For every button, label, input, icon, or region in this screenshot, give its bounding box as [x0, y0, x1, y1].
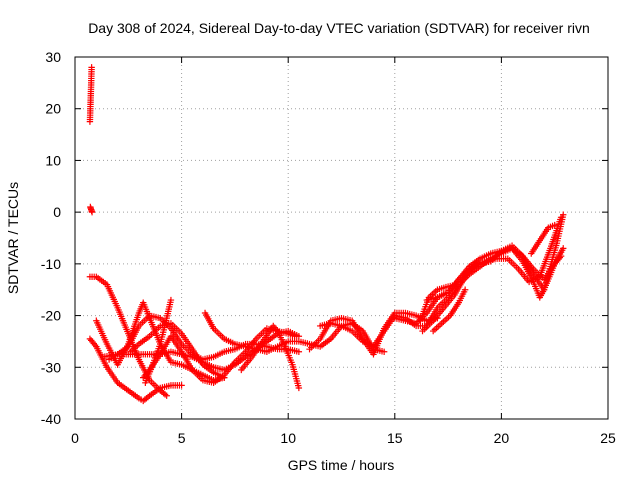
y-tick-label: 30: [45, 49, 61, 65]
data-point: [295, 384, 303, 392]
plot-frame: [74, 56, 609, 420]
data-point: [295, 348, 303, 355]
data-point: [461, 286, 469, 293]
y-tick-label: -20: [41, 308, 61, 324]
y-tick-label: 20: [45, 101, 61, 117]
y-axis-label: SDTVAR / TECUs: [5, 182, 21, 294]
data-point: [88, 208, 96, 216]
data-point: [560, 245, 567, 252]
series-track-b: [87, 203, 96, 216]
data-point: [551, 221, 558, 229]
data-point: [380, 348, 388, 355]
y-tick-label: 10: [45, 152, 61, 168]
series-track-r: [417, 281, 460, 324]
y-tick-label: -40: [41, 411, 61, 427]
data-point: [560, 211, 567, 218]
y-tick-label: -10: [41, 256, 61, 272]
x-tick-label: 10: [280, 430, 296, 446]
x-tick-label: 0: [71, 430, 79, 446]
series-track-l: [238, 322, 303, 392]
data-point: [453, 281, 460, 288]
grid-lines: [75, 57, 608, 419]
series-track-t: [528, 221, 558, 257]
x-axis-label: GPS time / hours: [288, 457, 395, 473]
series-track-a: [86, 64, 95, 125]
chart-title: Day 308 of 2024, Sidereal Day-to-day VTE…: [88, 20, 590, 36]
data-point: [167, 296, 175, 304]
data-points: [86, 64, 567, 405]
series-track-s: [429, 286, 469, 335]
data-point: [163, 392, 170, 399]
series-track-i: [140, 325, 298, 386]
x-tick-label: 15: [387, 430, 403, 446]
series-track-j: [142, 296, 175, 386]
x-tick-label: 20: [494, 430, 510, 446]
x-tick-label: 25: [600, 430, 616, 446]
y-tick-label: -30: [41, 359, 61, 375]
series-track-e: [86, 335, 185, 405]
data-point: [88, 64, 95, 71]
data-point: [178, 382, 185, 389]
x-tick-label: 5: [178, 430, 186, 446]
x-tick-labels: 0 5 10 15 20 25: [71, 430, 616, 446]
y-tick-label: 0: [53, 204, 61, 220]
y-tick-labels: -40 -30 -20 -10 0 10 20 30: [41, 49, 61, 427]
